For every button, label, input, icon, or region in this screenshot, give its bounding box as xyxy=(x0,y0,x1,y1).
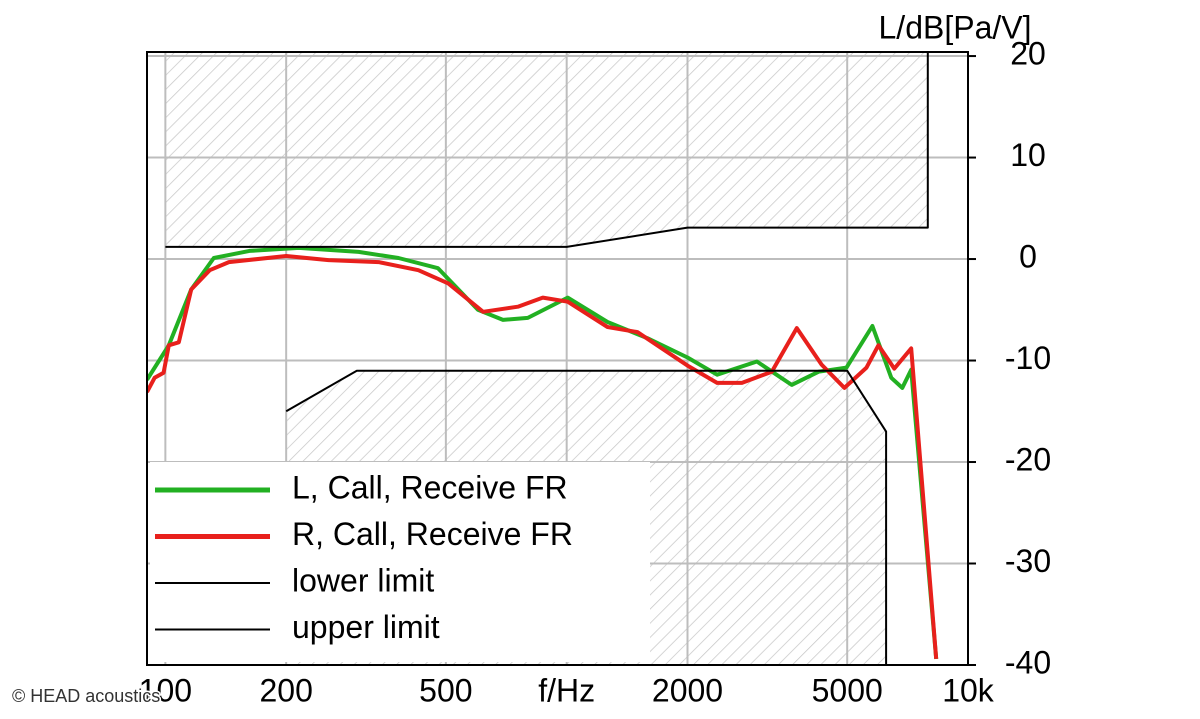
plot-frame xyxy=(146,51,969,666)
legend-label: upper limit xyxy=(292,609,440,645)
limit-region xyxy=(165,52,928,247)
overlay: 100 200 500 f/Hz 2000 5000 10k -40 -30 -20 -10 0 10 2… xyxy=(139,36,1051,709)
x-tick-label: 5000 xyxy=(812,672,883,708)
legend-label: L, Call, Receive FR xyxy=(292,469,568,505)
y-tick-label: -20 xyxy=(1005,441,1051,477)
x-tick-label: 500 xyxy=(419,672,472,708)
y-axis-label: L/dB[Pa/V] xyxy=(879,9,1032,45)
x-tick-label: 10k xyxy=(942,672,995,708)
x-tick-label: 200 xyxy=(259,672,312,708)
series-line xyxy=(147,245,939,660)
x-tick-label: f/Hz xyxy=(538,672,595,708)
legend-label: lower limit xyxy=(292,562,434,598)
x-tick-label: 100 xyxy=(139,672,192,708)
y-tick-label: -40 xyxy=(1005,644,1051,680)
limit-line xyxy=(165,52,929,248)
legend-label: R, Call, Receive FR xyxy=(292,516,573,552)
limit-line xyxy=(285,369,888,665)
series-line xyxy=(147,254,939,660)
y-tick-label: -30 xyxy=(1005,543,1051,579)
y-tick-label: 10 xyxy=(1010,137,1046,173)
y-tick-label: 20 xyxy=(1010,36,1046,72)
x-tick-label: 2000 xyxy=(652,672,723,708)
watermark: © HEAD acoustics xyxy=(12,686,160,706)
y-tick-label: -10 xyxy=(1005,340,1051,376)
y-tick-label: 0 xyxy=(1019,238,1037,274)
